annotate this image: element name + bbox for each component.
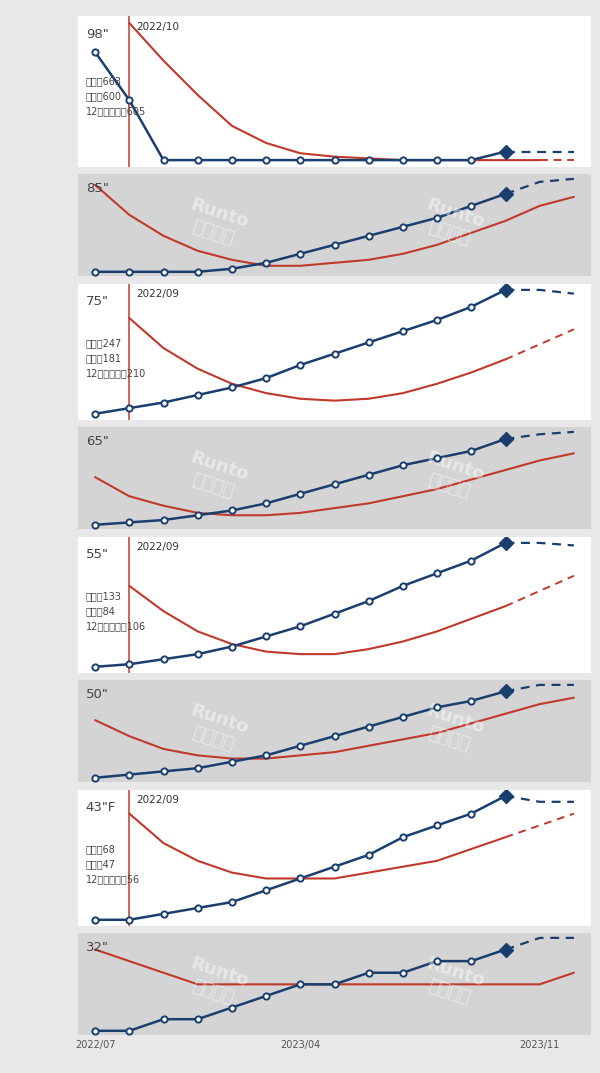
Text: 65": 65" bbox=[86, 436, 109, 449]
Text: 最高：663
最低：600
12个月平均：605: 最高：663 最低：600 12个月平均：605 bbox=[86, 76, 146, 116]
Text: 32": 32" bbox=[86, 941, 109, 954]
Text: Runto
洛图科技: Runto 洛图科技 bbox=[182, 955, 251, 1010]
Text: 2022/10: 2022/10 bbox=[136, 23, 179, 32]
Text: 2022/09: 2022/09 bbox=[136, 795, 179, 805]
Text: 最高：68
最低：47
12个月平均：56: 最高：68 最低：47 12个月平均：56 bbox=[86, 844, 140, 884]
Text: 98": 98" bbox=[86, 28, 109, 41]
Text: Runto
洛图科技: Runto 洛图科技 bbox=[182, 702, 251, 758]
Text: Runto
洛图科技: Runto 洛图科技 bbox=[182, 195, 251, 251]
Text: 75": 75" bbox=[86, 295, 109, 308]
Text: Runto
洛图科技: Runto 洛图科技 bbox=[418, 702, 487, 758]
Text: 43"F: 43"F bbox=[86, 800, 116, 813]
Text: Runto
洛图科技: Runto 洛图科技 bbox=[418, 195, 487, 251]
Text: Runto
洛图科技: Runto 洛图科技 bbox=[418, 955, 487, 1010]
Text: 最高：133
最低：84
12个月平均：106: 最高：133 最低：84 12个月平均：106 bbox=[86, 591, 146, 631]
Text: 55": 55" bbox=[86, 547, 109, 560]
Text: 最高：247
最低：181
12个月平均：210: 最高：247 最低：181 12个月平均：210 bbox=[86, 338, 146, 378]
Text: Runto
洛图科技: Runto 洛图科技 bbox=[182, 449, 251, 504]
Text: 2022/09: 2022/09 bbox=[136, 289, 179, 299]
Text: 85": 85" bbox=[86, 182, 109, 195]
Text: Runto
洛图科技: Runto 洛图科技 bbox=[418, 449, 487, 504]
Text: 2022/09: 2022/09 bbox=[136, 542, 179, 553]
Text: 50": 50" bbox=[86, 689, 109, 702]
